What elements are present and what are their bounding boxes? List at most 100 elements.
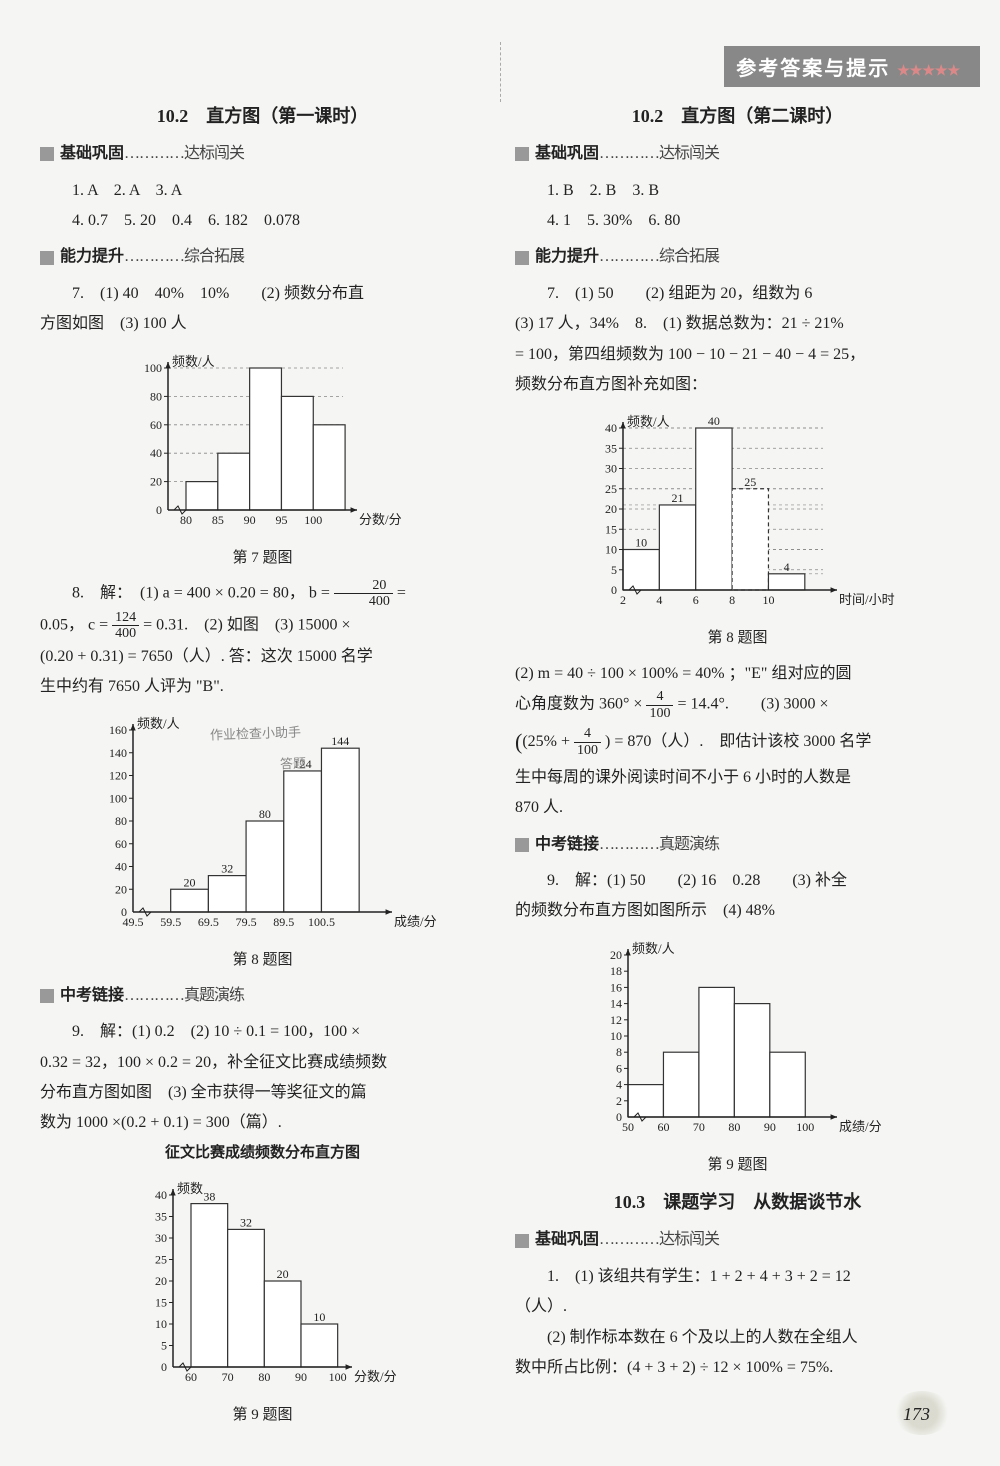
svg-text:12: 12 bbox=[610, 1013, 622, 1027]
svg-text:35: 35 bbox=[605, 442, 617, 456]
svg-text:18: 18 bbox=[610, 964, 622, 978]
right-q7-4: 频数分布直方图补充如图： bbox=[515, 370, 960, 400]
eq-text: = bbox=[397, 585, 406, 602]
q8-frac2: 124 400 bbox=[112, 610, 139, 642]
svg-text:80: 80 bbox=[258, 1370, 270, 1384]
q8-l2a: 0.05， c = bbox=[40, 616, 112, 633]
right-chart8-caption: 第 8 题图 bbox=[515, 624, 960, 653]
svg-text:8: 8 bbox=[616, 1045, 622, 1059]
svg-text:30: 30 bbox=[605, 462, 617, 476]
right-103-q1-3: (2) 制作标本数在 6 个及以上的人数在全组人 bbox=[515, 1323, 960, 1353]
svg-text:20: 20 bbox=[605, 502, 617, 516]
frac-den: 100 bbox=[646, 706, 673, 721]
left-q8-l2: 0.05， c = 124 400 = 0.31. (2) 如图 (3) 150… bbox=[40, 610, 485, 642]
right-q9-1: 9. 解：(1) 50 (2) 16 0.28 (3) 补全 bbox=[515, 866, 960, 896]
svg-text:25: 25 bbox=[744, 475, 756, 489]
column-divider bbox=[500, 42, 501, 102]
left-basic-1: 1. A 2. A 3. A bbox=[40, 176, 485, 206]
header-stars: ★★★★★ bbox=[897, 64, 960, 79]
watermark-2: 答题 bbox=[280, 752, 307, 778]
right-103-q1-4: 数中所占比例：(4 + 3 + 2) ÷ 12 × 100% = 75%. bbox=[515, 1353, 960, 1383]
svg-text:成绩/分: 成绩/分 bbox=[394, 914, 437, 929]
section-dot-icon bbox=[515, 251, 529, 265]
header-title: 参考答案与提示 bbox=[736, 58, 890, 80]
frac-num: 4 bbox=[646, 689, 673, 705]
left-q7-2: 方图如图 (3) 100 人 bbox=[40, 309, 485, 339]
svg-text:4: 4 bbox=[656, 593, 662, 607]
svg-text:40: 40 bbox=[155, 1188, 167, 1202]
svg-text:40: 40 bbox=[150, 446, 162, 460]
right-basic-2: 4. 1 5. 30% 6. 80 bbox=[515, 206, 960, 236]
svg-text:90: 90 bbox=[243, 513, 255, 527]
sec-zk-tail: …………真题演练 bbox=[124, 981, 244, 1011]
svg-text:成绩/分: 成绩/分 bbox=[839, 1119, 882, 1134]
svg-text:频数/人: 频数/人 bbox=[172, 354, 215, 369]
svg-text:10: 10 bbox=[762, 593, 774, 607]
left-q9-2: 0.32 = 32，100 × 0.2 = 20，补全征文比赛成绩频数 bbox=[40, 1048, 485, 1078]
left-sec-zhongkao: 中考链接 …………真题演练 bbox=[40, 981, 485, 1011]
svg-text:25: 25 bbox=[155, 1253, 167, 1267]
r-q8-l2a: 心角度数为 360° × bbox=[515, 696, 646, 713]
sec-103-bold: 基础巩固 bbox=[535, 1225, 599, 1255]
q8-pre-text: 8. 解： (1) a = 400 × 0.20 = 80， b = bbox=[72, 585, 334, 602]
svg-text:80: 80 bbox=[728, 1120, 740, 1134]
sec-ability-bold: 能力提升 bbox=[535, 242, 599, 272]
svg-text:60: 60 bbox=[185, 1370, 197, 1384]
sec-ability-tail: …………综合拓展 bbox=[599, 242, 719, 272]
sec-103-tail: …………达标闯关 bbox=[599, 1225, 719, 1255]
right-q8-l4: 生中每周的课外阅读时间不小于 6 小时的人数是 bbox=[515, 763, 960, 793]
right-chart9-caption: 第 9 题图 bbox=[515, 1151, 960, 1180]
left-q7-1: 7. (1) 40 40% 10% (2) 频数分布直 bbox=[40, 279, 485, 309]
left-lesson-title: 10.2 直方图（第一课时） bbox=[40, 99, 485, 133]
left-basic-2: 4. 0.7 5. 20 0.4 6. 182 0.078 bbox=[40, 206, 485, 236]
svg-text:5: 5 bbox=[611, 563, 617, 577]
left-q9-4: 数为 1000 ×(0.2 + 0.1) = 300（篇）. bbox=[40, 1108, 485, 1138]
svg-text:分数/分: 分数/分 bbox=[359, 512, 402, 527]
svg-text:38: 38 bbox=[203, 1190, 215, 1204]
left-chart9-title: 征文比赛成绩频数分布直方图 bbox=[40, 1139, 485, 1168]
svg-text:49.5: 49.5 bbox=[122, 915, 143, 929]
svg-text:79.5: 79.5 bbox=[235, 915, 256, 929]
svg-text:120: 120 bbox=[109, 769, 127, 783]
svg-text:5: 5 bbox=[161, 1339, 167, 1353]
left-q9-3: 分布直方图如图 (3) 全市获得一等奖征文的篇 bbox=[40, 1078, 485, 1108]
svg-text:4: 4 bbox=[783, 560, 789, 574]
r-q8-l2b: = 14.4°. (3) 3000 × bbox=[677, 696, 828, 713]
left-chart8: 20406080100120140160020328012414449.559.… bbox=[78, 712, 448, 942]
svg-text:0: 0 bbox=[161, 1360, 167, 1374]
svg-text:32: 32 bbox=[221, 862, 233, 876]
right-103-q1-2: （人）. bbox=[515, 1292, 960, 1322]
svg-text:40: 40 bbox=[115, 860, 127, 874]
svg-text:10: 10 bbox=[610, 1029, 622, 1043]
svg-text:70: 70 bbox=[221, 1370, 233, 1384]
svg-text:4: 4 bbox=[616, 1077, 622, 1091]
right-chart9: 246810121416182005060708090100频数/人成绩/分 bbox=[578, 937, 898, 1147]
sec-basic-tail: …………达标闯关 bbox=[124, 139, 244, 169]
svg-text:100: 100 bbox=[304, 513, 322, 527]
svg-text:89.5: 89.5 bbox=[273, 915, 294, 929]
svg-text:95: 95 bbox=[275, 513, 287, 527]
svg-text:70: 70 bbox=[692, 1120, 704, 1134]
svg-text:10: 10 bbox=[635, 536, 647, 550]
svg-text:60: 60 bbox=[150, 417, 162, 431]
sec-zk-bold: 中考链接 bbox=[535, 830, 599, 860]
right-q7-3: = 100，第四组频数为 100 − 10 − 21 − 40 − 4 = 25… bbox=[515, 340, 960, 370]
right-q9-2: 的频数分布直方图如图所示 (4) 48% bbox=[515, 896, 960, 926]
q8-frac1: 20 400 bbox=[334, 578, 393, 610]
q8-l2b: = 0.31. (2) 如图 (3) 15000 × bbox=[143, 616, 350, 633]
svg-text:频数/人: 频数/人 bbox=[137, 716, 180, 731]
frac-den: 400 bbox=[334, 594, 393, 609]
section-dot-icon bbox=[515, 1234, 529, 1248]
svg-text:2: 2 bbox=[620, 593, 626, 607]
svg-text:60: 60 bbox=[115, 837, 127, 851]
r-q8-frac2: 4 100 bbox=[574, 726, 601, 758]
right-q8-l3: ((25% + 4 100 ) = 870（人）. 即估计该校 3000 名学 bbox=[515, 721, 960, 763]
r-q8-l3a: (25% + bbox=[522, 733, 574, 750]
svg-text:20: 20 bbox=[115, 883, 127, 897]
frac-den: 400 bbox=[112, 626, 139, 641]
svg-text:0: 0 bbox=[611, 583, 617, 597]
svg-text:2: 2 bbox=[616, 1094, 622, 1108]
section-dot-icon bbox=[515, 838, 529, 852]
page-number: 173 bbox=[903, 1404, 930, 1425]
svg-text:32: 32 bbox=[240, 1216, 252, 1230]
